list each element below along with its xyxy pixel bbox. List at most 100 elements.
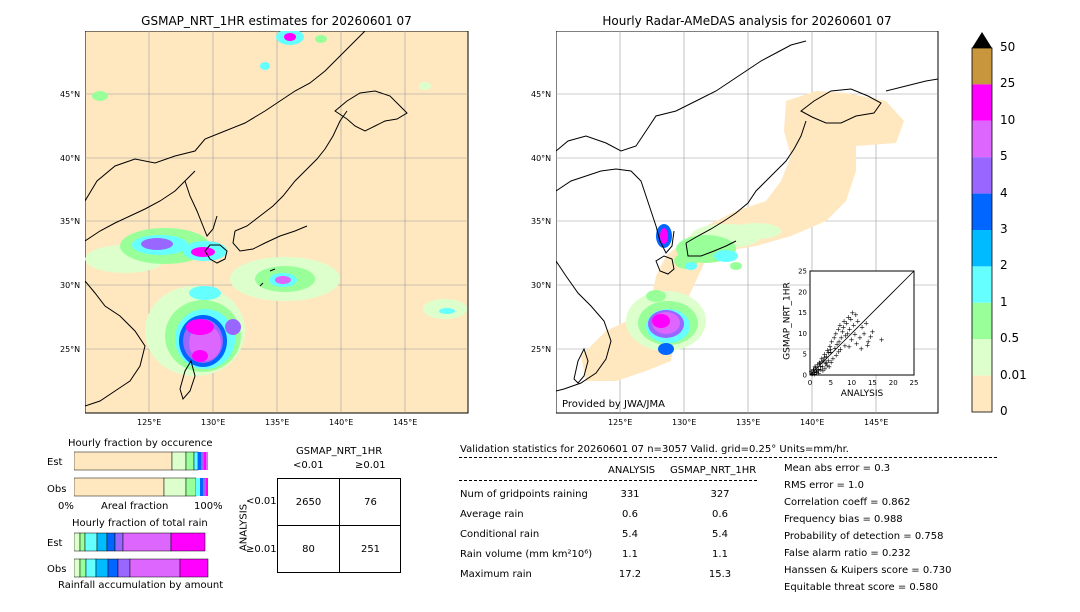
scatter-point: + [809,370,815,378]
scatter-point: + [823,360,829,368]
contingency-cell-00: 2650 [295,497,322,508]
scatter-point: + [813,367,819,375]
scatter-point: + [868,333,874,341]
left-map [85,31,469,414]
scatter-point: + [842,342,848,350]
colorbar-label: 50 [1000,40,1016,54]
score-frequency-bias: Frequency bias = 0.988 [784,514,903,525]
scatter-point: + [823,359,829,367]
scatter-point: + [834,340,840,348]
right-lat-label-40: 40°N [531,154,552,163]
scatter-point: + [815,367,821,375]
scatter-x-tick: 15 [868,379,877,387]
colorbar-segment [972,157,992,194]
scatter-point: + [837,322,843,330]
contingency-cell-10: 80 [302,544,315,555]
validation-row-analysis: 331 [620,489,640,500]
left-lon-label-130: 130°E [201,418,226,427]
scatter-point: + [849,309,855,317]
scatter-point: + [822,351,828,359]
right-lon-label-135: 135°E [736,418,761,427]
left-lat-label-45: 45°N [60,90,81,99]
scatter-point: + [814,369,820,377]
score-correlation: Correlation coeff = 0.862 [784,497,911,508]
colorbar-segment [972,302,992,340]
right-lon-label-130: 130°E [672,418,697,427]
scatter-point: + [841,317,847,325]
fraction-total-row-est: Est [47,538,63,549]
validation-row-analysis: 17.2 [618,569,642,580]
fraction-occurrence-obs-bar [74,477,208,497]
colorbar-segment [972,84,992,121]
validation-row-label: Average rain [460,509,524,520]
validation-col-gsmap: GSMAP_NRT_1HR [670,465,757,476]
colorbar-segment [972,339,992,376]
right-lat-label-25: 25°N [531,345,552,354]
scatter-point: + [821,354,827,362]
scatter-x-tick: 5 [829,379,833,387]
validation-row-gsmap: 15.3 [708,569,732,580]
scatter-x-tick: 25 [910,379,919,387]
fraction-total-est-bar [74,532,206,552]
scatter-x-tick: 20 [889,379,898,387]
validation-row-label: Conditional rain [460,529,540,540]
fraction-occurrence-title: Hourly fraction by occurence [68,438,213,449]
colorbar-label: 4 [1000,185,1008,200]
colorbar-frame [971,47,993,413]
scatter-point: + [810,367,816,375]
left-map-title: GSMAP_NRT_1HR estimates for 20260601 07 [141,14,412,28]
validation-row-label: Rain volume (mm km²10⁶) [460,549,593,560]
contingency-col-label-0: <0.01 [293,460,324,471]
scatter-point: + [820,363,826,371]
scatter-point: + [845,313,851,321]
scatter-point: + [830,355,836,363]
scatter-point: + [822,365,828,373]
scatter-point: + [853,311,859,319]
scatter-point: + [854,340,860,348]
scatter-y-tick: 15 [798,309,807,317]
left-map-rain [85,31,467,376]
scatter-point: + [851,322,857,330]
scatter-point: + [859,324,865,332]
fraction-total-axis-label: Rainfall accumulation by amount [58,580,224,591]
scatter-point: + [828,359,834,367]
scatter-point: + [825,349,831,357]
scatter-point: + [824,362,830,370]
colorbar-label: 25 [1000,76,1016,91]
validation-subdivider [459,480,757,481]
scatter-point: + [829,338,835,346]
scatter-point: + [865,338,871,346]
score-far: False alarm ratio = 0.232 [784,548,911,559]
scatter-point: + [817,362,823,370]
validation-row-analysis: 1.1 [622,549,638,560]
scatter-points: ++++++++++++++++++++++++++++++++++++++++… [808,309,884,379]
fraction-total-obs-bar [74,558,209,578]
scatter-x-tick: 0 [808,379,812,387]
colorbar-segments [972,48,992,412]
scatter-point: + [820,367,826,375]
right-lon-label-145: 145°E [864,418,889,427]
scatter-point: + [835,326,841,334]
right-lat-label-30: 30°N [531,281,552,290]
scatter-plot: ++++++++++++++++++++++++++++++++++++++++… [798,268,919,388]
scatter-point: + [832,344,838,352]
scatter-point: + [813,364,819,372]
scatter-y-ticks: 0 5 10 15 20 25 [798,268,807,380]
scatter-x-tick: 10 [847,379,856,387]
left-lat-label-25: 25°N [60,345,81,354]
colorbar-segment [972,266,992,303]
score-ets: Equitable threat score = 0.580 [784,582,939,593]
validation-divider [459,457,997,458]
left-lon-label-135: 135°E [265,418,290,427]
scatter-point: + [845,330,851,338]
right-map-title: Hourly Radar-AMeDAS analysis for 2026060… [602,14,892,28]
right-lat-label-35: 35°N [531,217,552,226]
scatter-point: + [838,334,844,342]
scatter-point: + [842,332,848,340]
colorbar-segment [972,120,992,158]
colorbar-label: 10 [1000,112,1016,127]
scatter-point: + [837,346,843,354]
scatter-y-tick: 25 [798,268,807,276]
contingency-row-label-0: <0.01 [246,496,277,507]
scatter-point: + [812,363,818,371]
